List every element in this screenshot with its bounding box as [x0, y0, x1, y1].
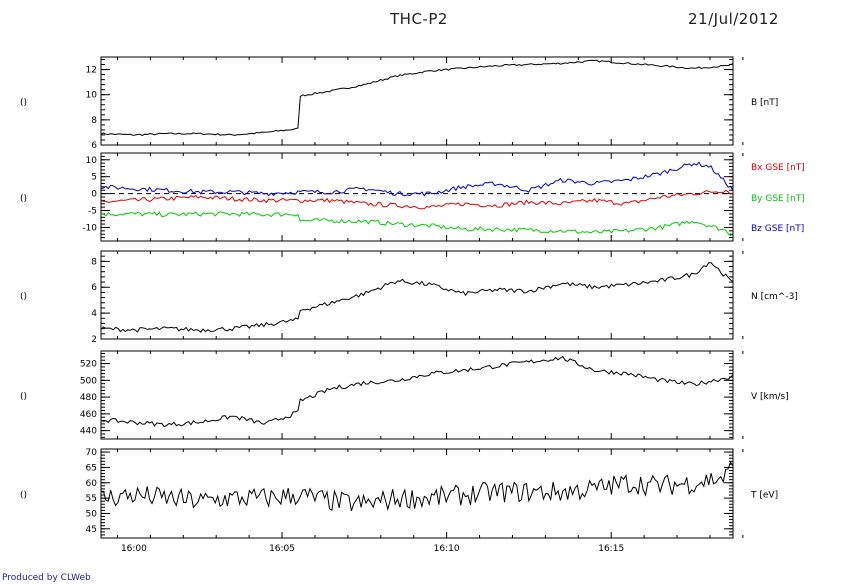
y-tick-label-3-4: 8	[91, 257, 97, 267]
panel-left-label-2: ()	[20, 194, 27, 204]
series-line-1-1	[100, 59, 734, 136]
panel-frame-2	[100, 152, 734, 242]
y-tick-label-2-2: -5	[88, 207, 97, 217]
series-label-3: N [cm^-3]	[751, 292, 798, 302]
y-tick-label-5-1: 45	[86, 525, 97, 535]
y-tick-label-5-3: 55	[86, 494, 97, 504]
series-line-5-1	[100, 461, 734, 512]
y-tick-label-4-4: 500	[80, 376, 97, 386]
panel-frame-1	[100, 56, 734, 146]
panel-left-label-5: ()	[20, 491, 27, 501]
y-tick-label-2-3: 0	[91, 190, 97, 200]
series-line-4-1	[100, 355, 734, 428]
plot-title: THC-P2	[390, 10, 448, 28]
y-tick-label-5-6: 70	[86, 448, 98, 458]
plot-date: 21/Jul/2012	[688, 10, 779, 28]
panel-left-label-3: ()	[20, 292, 27, 302]
x-tick-label-1: 16:00	[121, 544, 147, 554]
y-tick-label-2-5: 10	[86, 156, 98, 166]
series-line-2-3	[100, 161, 734, 197]
y-tick-label-2-4: 5	[91, 173, 97, 183]
y-tick-label-5-2: 50	[86, 509, 98, 519]
x-tick-label-2: 16:05	[269, 544, 295, 554]
y-tick-label-4-1: 440	[80, 427, 97, 437]
y-tick-label-3-1: 2	[91, 335, 97, 345]
credit-label: Produced by CLWeb	[2, 573, 91, 583]
panel-left-label-4: ()	[20, 392, 27, 402]
panel-frame-4	[100, 350, 734, 440]
y-tick-label-2-1: -10	[82, 223, 97, 233]
series-line-2-2	[100, 211, 734, 237]
series-label-2-1: Bx GSE [nT]	[751, 163, 805, 173]
panel-left-label-1: ()	[20, 98, 27, 108]
series-line-3-1	[100, 262, 734, 333]
y-tick-label-1-2: 8	[91, 116, 97, 126]
y-tick-label-3-3: 6	[91, 283, 97, 293]
y-tick-label-1-4: 12	[86, 66, 97, 76]
panel-frame-5	[100, 448, 734, 539]
series-label-4: V [km/s]	[751, 392, 789, 402]
series-label-1: B [nT]	[751, 98, 778, 108]
series-line-2-1	[100, 189, 734, 210]
y-tick-label-4-5: 520	[80, 360, 97, 370]
series-label-5: T [eV]	[750, 491, 778, 501]
y-tick-label-4-3: 480	[80, 393, 97, 403]
series-label-2-3: Bz GSE [nT]	[751, 224, 804, 234]
y-tick-label-5-4: 60	[86, 479, 98, 489]
x-tick-label-3: 16:10	[434, 544, 460, 554]
y-tick-label-3-2: 4	[91, 309, 97, 319]
series-label-2-2: By GSE [nT]	[751, 194, 805, 204]
x-tick-label-4: 16:15	[598, 544, 624, 554]
y-tick-label-4-2: 460	[80, 410, 97, 420]
y-tick-label-1-1: 6	[91, 141, 97, 151]
y-tick-label-1-3: 10	[86, 91, 98, 101]
y-tick-label-5-5: 65	[86, 463, 97, 473]
panel-frame-3	[100, 250, 734, 340]
